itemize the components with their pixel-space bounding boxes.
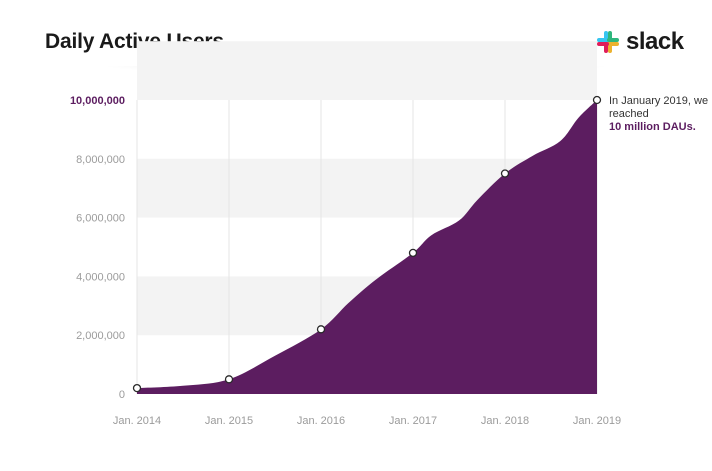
x-tick-label: Jan. 2017	[389, 415, 437, 427]
y-tick-label: 10,000,000	[70, 95, 125, 107]
x-tick-label: Jan. 2019	[573, 415, 621, 427]
slack-hash-icon	[597, 31, 619, 53]
series-area	[137, 100, 597, 394]
y-tick-label: 0	[119, 389, 125, 401]
data-point	[592, 95, 602, 105]
x-tick-label: Jan. 2015	[205, 415, 253, 427]
data-point	[500, 169, 510, 178]
y-tick-label: 2,000,000	[76, 330, 125, 342]
logo-wordmark: slack	[626, 28, 684, 55]
grid-band	[137, 41, 597, 100]
slack-logo: slack	[596, 28, 684, 56]
y-tick-label: 8,000,000	[76, 154, 125, 166]
y-tick-label: 4,000,000	[76, 271, 125, 283]
y-tick-label: 6,000,000	[76, 213, 125, 225]
annotation-highlight: 10 million DAUs.	[609, 121, 696, 133]
x-tick-label: Jan. 2014	[113, 415, 161, 427]
x-tick-label: Jan. 2016	[297, 415, 345, 427]
data-point	[224, 375, 234, 384]
annotation-text: In January 2019, we reached	[609, 95, 709, 120]
data-point	[408, 248, 418, 258]
data-point	[132, 383, 142, 393]
annotation: In January 2019, we reached 10 million D…	[609, 95, 709, 134]
data-point	[316, 325, 326, 334]
x-tick-label: Jan. 2018	[481, 415, 529, 427]
